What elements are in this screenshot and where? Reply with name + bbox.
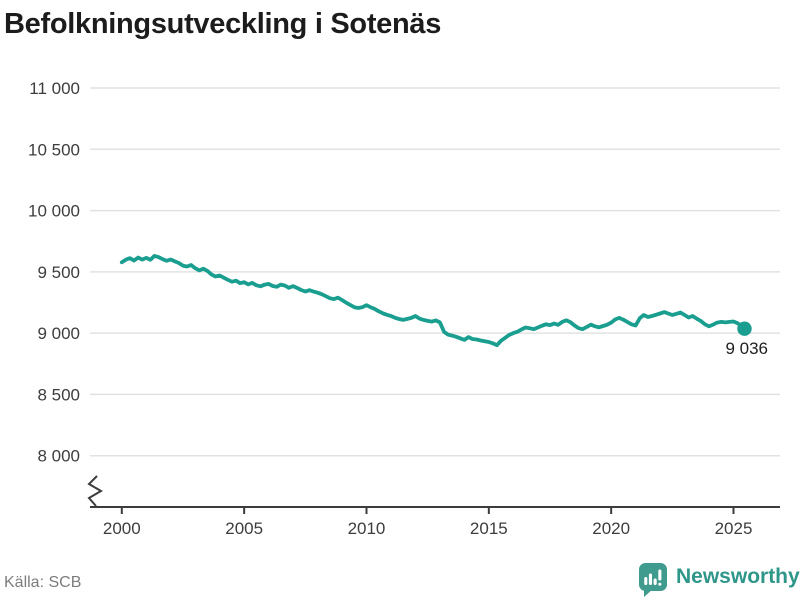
x-tick-label: 2015 — [470, 519, 508, 538]
newsworthy-logo: Newsworthy — [638, 562, 800, 598]
x-axis-tick-labels: 2000 2005 2010 2015 2020 2025 — [103, 519, 753, 538]
x-tick-label: 2010 — [348, 519, 386, 538]
y-tick-label: 11 000 — [29, 79, 80, 98]
x-axis-ticks — [120, 507, 735, 514]
source-note: Källa: SCB — [4, 574, 82, 591]
x-tick-label: 2005 — [225, 519, 263, 538]
x-tick-label: 2020 — [592, 519, 630, 538]
newsworthy-logo-icon — [639, 563, 667, 597]
y-tick-label: 9 500 — [37, 263, 80, 282]
end-value-label: 9 036 — [725, 339, 768, 358]
y-axis-tick-labels: 8 000 8 500 9 000 9 500 10 000 10 500 11 000 — [28, 79, 80, 466]
y-axis-break-icon — [87, 475, 103, 507]
end-point-dot — [737, 321, 752, 336]
newsworthy-logo-text: Newsworthy — [676, 565, 800, 588]
y-tick-label: 8 500 — [37, 385, 80, 404]
x-tick-label: 2000 — [103, 519, 141, 538]
y-tick-label: 9 000 — [37, 324, 80, 343]
y-tick-label: 10 000 — [28, 202, 80, 221]
y-tick-label: 10 500 — [28, 140, 80, 159]
x-tick-label: 2025 — [715, 519, 753, 538]
y-tick-label: 8 000 — [37, 447, 80, 466]
population-line-chart: 8 000 8 500 9 000 9 500 10 000 10 500 11 000 2… — [28, 79, 780, 538]
population-line — [119, 254, 747, 348]
gridlines — [90, 87, 780, 457]
chart-title: Befolkningsutveckling i Sotenäs — [4, 8, 442, 40]
